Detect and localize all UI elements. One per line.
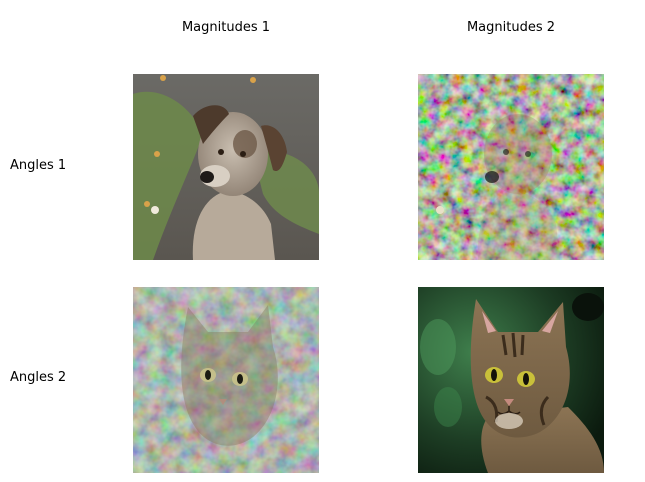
image-dog-mixed — [418, 74, 604, 260]
row-title-angles-2: Angles 2 — [10, 370, 67, 385]
image-dog-original — [133, 74, 319, 260]
column-title-magnitudes-1: Magnitudes 1 — [181, 20, 271, 35]
image-cat-original — [418, 287, 604, 473]
column-title-magnitudes-2: Magnitudes 2 — [466, 20, 556, 35]
image-cat-mixed — [133, 287, 319, 473]
row-title-angles-1: Angles 1 — [10, 158, 67, 173]
